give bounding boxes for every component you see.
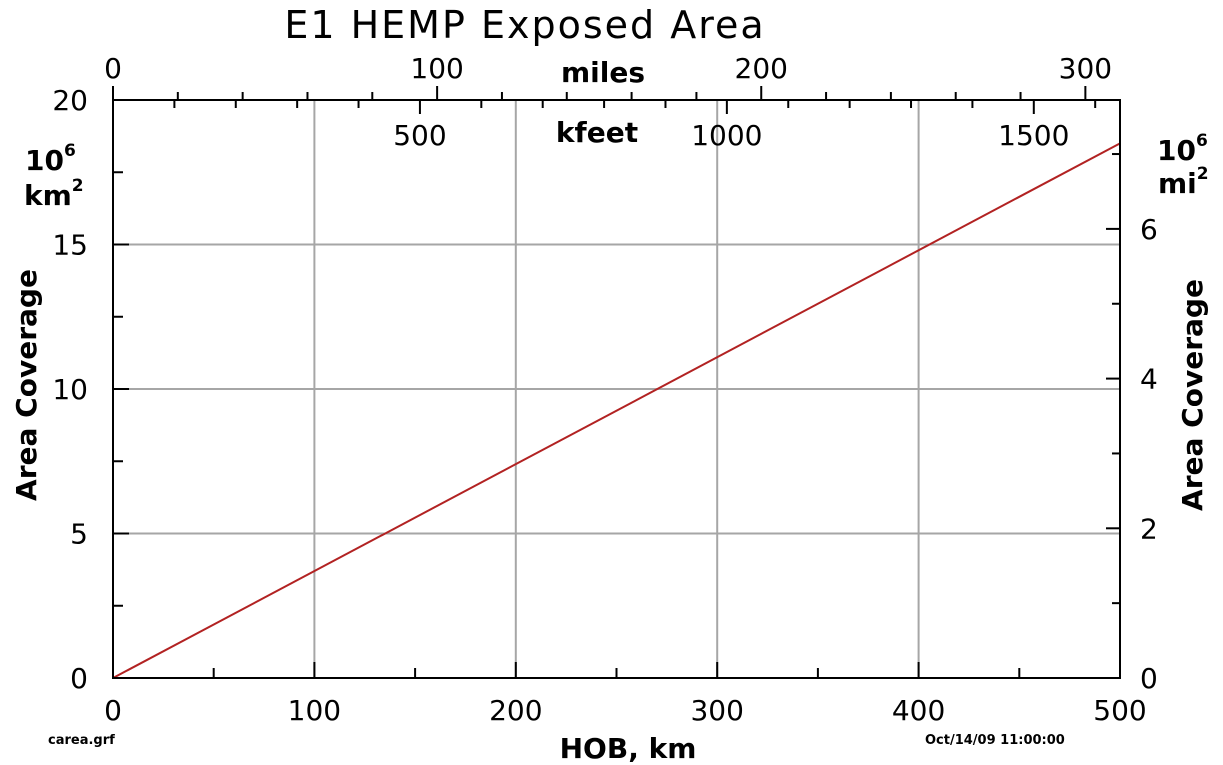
top-miles-tick-label: 100 xyxy=(410,52,463,85)
unit-sq-left: 2 xyxy=(72,176,84,196)
y-axis-label-right: Area Coverage xyxy=(1176,279,1209,511)
right-y-tick-label: 0 xyxy=(1140,662,1158,695)
top-miles-tick-label: 200 xyxy=(735,52,788,85)
top-miles-tick-label: 300 xyxy=(1059,52,1112,85)
footer-timestamp: Oct/14/09 11:00:00 xyxy=(925,733,1065,748)
series-line xyxy=(112,142,1121,679)
unit-sq-right: 2 xyxy=(1197,164,1209,184)
x-axis-label: HOB, km xyxy=(560,732,697,765)
top-miles-tick-label: 0 xyxy=(104,52,122,85)
x-tick-label: 300 xyxy=(690,694,743,727)
grid-lines xyxy=(113,100,1120,678)
top-kfeet-tick-label: 1000 xyxy=(691,119,762,152)
y-tick-label: 0 xyxy=(70,662,88,695)
svg-text:km2: km2 xyxy=(24,176,84,212)
x-tick-label: 0 xyxy=(104,694,122,727)
unit-base-right: 10 xyxy=(1157,134,1196,167)
right-y-tick-label: 6 xyxy=(1140,213,1158,246)
y-tick-label: 10 xyxy=(52,373,88,406)
y-tick-label: 5 xyxy=(70,518,88,551)
x-tick-label: 400 xyxy=(892,694,945,727)
svg-text:106: 106 xyxy=(1157,131,1208,167)
y-unit-right: 106 mi2 xyxy=(1157,131,1209,200)
x-tick-label: 100 xyxy=(288,694,341,727)
unit-exp-right: 6 xyxy=(1196,131,1208,151)
right-y-tick-label: 2 xyxy=(1140,512,1158,545)
unit-mi: mi xyxy=(1158,167,1197,200)
x-tick-label: 500 xyxy=(1093,694,1146,727)
svg-text:mi2: mi2 xyxy=(1158,164,1209,200)
y-unit-left: 106 km2 xyxy=(24,141,84,212)
right-y-tick-label: 4 xyxy=(1140,363,1158,396)
chart-title: E1 HEMP Exposed Area xyxy=(284,3,765,47)
footer-filename: carea.grf xyxy=(48,733,115,748)
series-layer xyxy=(112,142,1121,679)
x-tick-label: 200 xyxy=(489,694,542,727)
top-kfeet-tick-label: 1500 xyxy=(998,119,1069,152)
unit-exp-left: 6 xyxy=(64,141,76,161)
unit-km: km xyxy=(24,179,72,212)
unit-base-left: 10 xyxy=(25,144,64,177)
y-tick-label: 15 xyxy=(52,229,88,262)
y-tick-label: 20 xyxy=(52,84,88,117)
svg-text:106: 106 xyxy=(25,141,76,177)
top-miles-label: miles xyxy=(561,56,645,89)
top-kfeet-label: kfeet xyxy=(556,116,638,149)
y-axis-label-left: Area Coverage xyxy=(10,269,43,501)
tick-marks xyxy=(112,86,1121,679)
top-kfeet-tick-label: 500 xyxy=(393,119,446,152)
